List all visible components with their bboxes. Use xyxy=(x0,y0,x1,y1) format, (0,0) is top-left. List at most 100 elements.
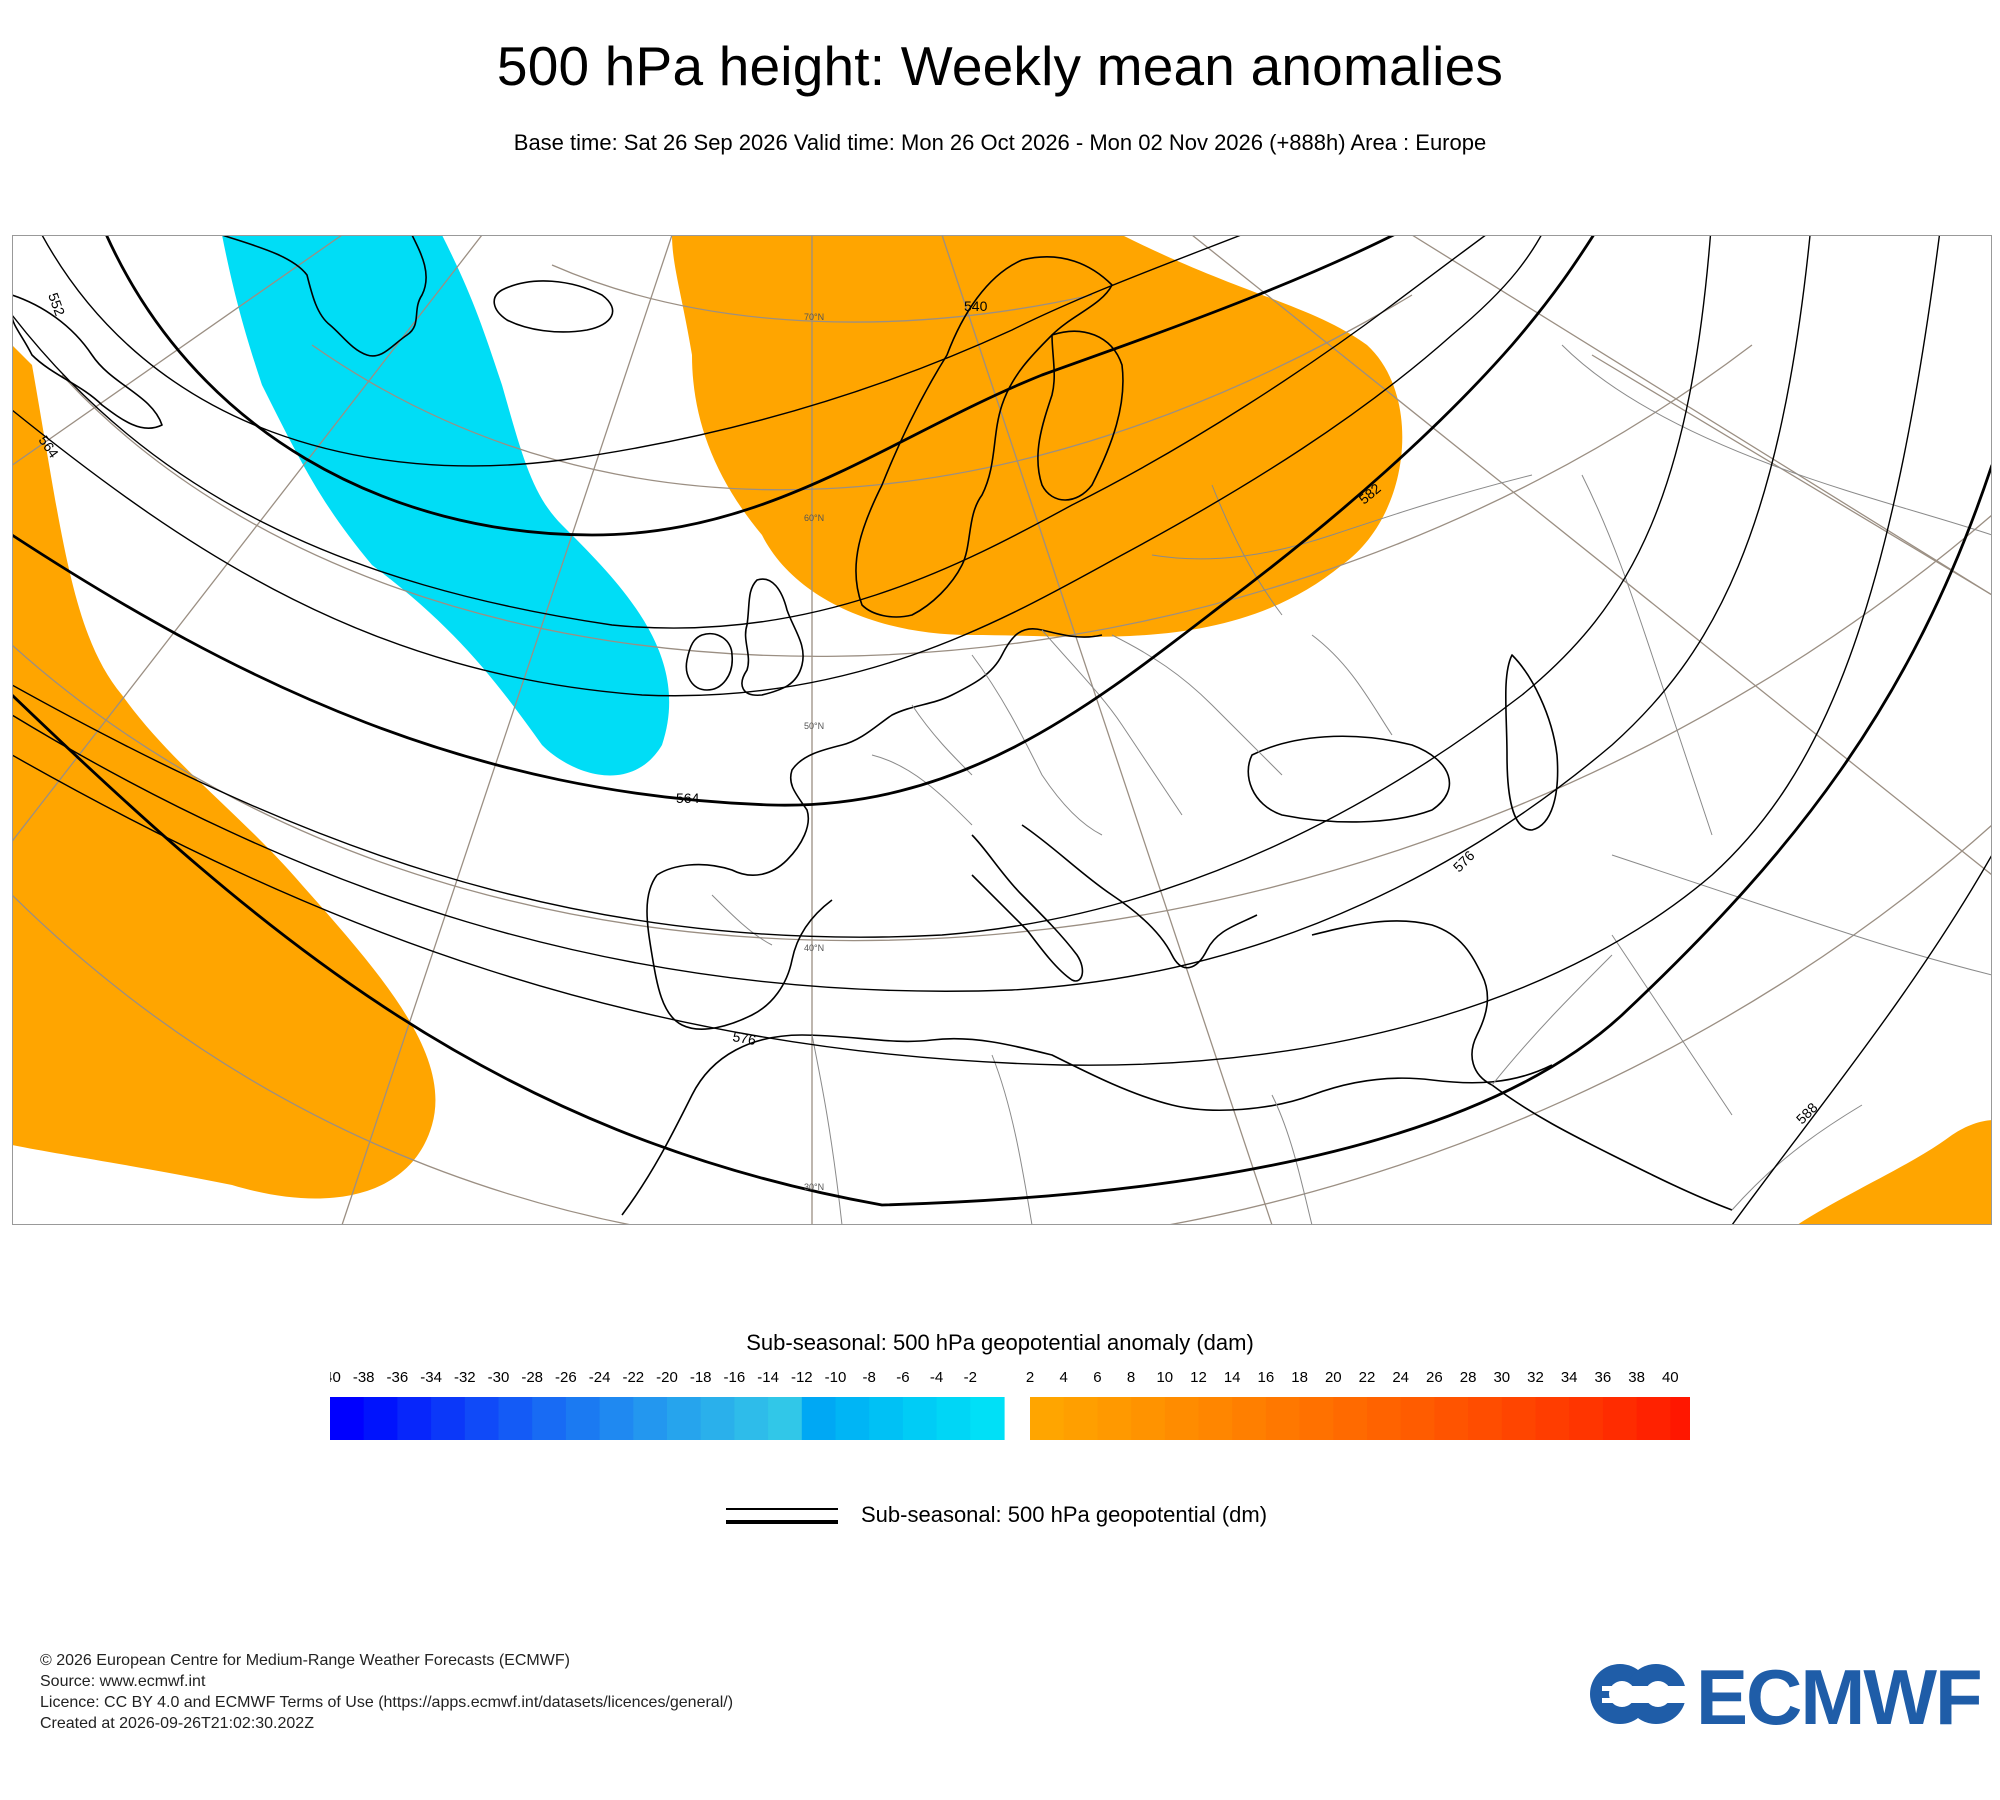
footer-licence: Licence: CC BY 4.0 and ECMWF Terms of Us… xyxy=(40,1694,734,1711)
latitude-label: 30°N xyxy=(804,1182,824,1192)
colorbar-swatch-negative xyxy=(633,1397,668,1440)
colorbar-swatch-negative xyxy=(667,1397,702,1440)
ecmwf-logo-icon xyxy=(1590,1664,1688,1724)
colorbar-swatch-positive xyxy=(1501,1397,1537,1440)
country-borders xyxy=(711,344,1992,1225)
colorbar-tick-label: -24 xyxy=(589,1369,611,1386)
continental-coast xyxy=(656,628,1103,876)
contour-line xyxy=(12,235,1941,1066)
contour-line xyxy=(12,235,1596,807)
ireland-coast xyxy=(685,633,733,691)
levant-coast xyxy=(1311,920,1493,1086)
north-africa-coast xyxy=(621,1034,1553,1216)
latitude-labels: 70°N 60°N 50°N 40°N 30°N xyxy=(804,312,824,1192)
colorbar-swatches xyxy=(330,1397,1690,1440)
colorbar-tick-label: 18 xyxy=(1291,1369,1308,1386)
colorbar-tick-label: 24 xyxy=(1392,1369,1409,1386)
iceland-coast xyxy=(493,280,614,333)
colorbar-tick-label: 32 xyxy=(1527,1369,1544,1386)
colorbar-tick-label: 4 xyxy=(1060,1369,1068,1386)
colorbar-swatch-negative xyxy=(768,1397,803,1440)
colorbar-tick-label: -22 xyxy=(622,1369,644,1386)
colorbar-swatch-negative xyxy=(431,1397,466,1440)
colorbar-swatch-negative xyxy=(330,1397,365,1440)
graticule xyxy=(12,235,1992,1225)
colorbar-tick-label: -16 xyxy=(724,1369,746,1386)
colorbar-tick-label: -4 xyxy=(930,1369,943,1386)
colorbar-swatch-positive xyxy=(1299,1397,1334,1440)
colorbar-tick-label: 34 xyxy=(1561,1369,1578,1386)
ecmwf-logo: ECMWF xyxy=(1588,1653,1983,1741)
colorbar-tick-label: -38 xyxy=(353,1369,375,1386)
colorbar-tick-label: 36 xyxy=(1595,1369,1612,1386)
map-frame xyxy=(12,235,1992,1225)
colorbar-tick-label: -40 xyxy=(330,1369,341,1386)
colorbar-swatch-positive xyxy=(1367,1397,1402,1440)
colorbar-swatch-positive xyxy=(1468,1397,1503,1440)
greenland-coast xyxy=(221,235,427,357)
colorbar-tick-label: -10 xyxy=(825,1369,847,1386)
scandinavia-coast xyxy=(855,256,1113,618)
colorbar-swatch-negative xyxy=(734,1397,769,1440)
contour-label: 540 xyxy=(964,298,988,314)
contour-line xyxy=(12,464,1992,1207)
contour-line xyxy=(1731,854,1992,1225)
colorbar-swatch-positive xyxy=(1097,1397,1132,1440)
positive-anomaly-scandinavia xyxy=(672,235,1403,637)
caspian-coast xyxy=(1504,654,1559,831)
colorbar-tick-label: 40 xyxy=(1662,1369,1679,1386)
colorbar-tick-label: 22 xyxy=(1359,1369,1376,1386)
italy-coast xyxy=(971,834,1084,982)
coastlines xyxy=(12,235,1733,1216)
latitude-label: 50°N xyxy=(804,721,824,731)
colorbar-tick-label: 16 xyxy=(1258,1369,1275,1386)
footer-source: Source: www.ecmwf.int xyxy=(40,1673,206,1690)
colorbar-swatch-negative xyxy=(936,1397,971,1440)
colorbar-tick-label: 14 xyxy=(1224,1369,1241,1386)
colorbar-tick-label: -32 xyxy=(454,1369,476,1386)
latitude-label: 70°N xyxy=(804,312,824,322)
colorbar-swatch-positive xyxy=(1400,1397,1435,1440)
colorbar-tick-label: 10 xyxy=(1156,1369,1173,1386)
contour-line xyxy=(12,235,1543,697)
page-subtitle: Base time: Sat 26 Sep 2026 Valid time: M… xyxy=(513,130,1487,155)
colorbar-tick-label: 8 xyxy=(1127,1369,1135,1386)
contour-line xyxy=(105,235,1397,537)
positive-anomaly-southeast xyxy=(1797,1120,1992,1225)
colorbar-swatch-negative xyxy=(970,1397,1005,1440)
footer: © 2026 European Centre for Medium-Range … xyxy=(40,1650,733,1734)
contour-line xyxy=(12,235,1811,992)
page-title: 500 hPa height: Weekly mean anomalies xyxy=(496,35,1504,97)
colorbar-swatch-positive xyxy=(1198,1397,1233,1440)
colorbar-tick-label: -6 xyxy=(896,1369,909,1386)
contour-line xyxy=(12,235,1712,938)
colorbar-tick-label: -36 xyxy=(387,1369,409,1386)
contour-legend: Sub-seasonal: 500 hPa geopotential (dm) xyxy=(726,1500,1326,1540)
black-sea-coast xyxy=(1247,735,1451,823)
contour-legend-lines xyxy=(726,1508,838,1524)
contour-label: 576 xyxy=(731,1028,757,1048)
colorbar-swatch-negative xyxy=(700,1397,735,1440)
colorbar-tick-label: 2 xyxy=(1026,1369,1034,1386)
colorbar-tick-label: -26 xyxy=(555,1369,577,1386)
colorbar-swatch-negative xyxy=(397,1397,432,1440)
colorbar-swatch-negative xyxy=(869,1397,904,1440)
colorbar-tick-label: -14 xyxy=(757,1369,779,1386)
colorbar-swatch-positive xyxy=(1030,1397,1065,1440)
colorbar-tick-label: -2 xyxy=(964,1369,977,1386)
colorbar-swatch-positive xyxy=(1164,1397,1200,1440)
latitude-label: 60°N xyxy=(804,513,824,523)
colorbar-swatch-positive xyxy=(1333,1397,1368,1440)
colorbar-swatch-negative xyxy=(599,1397,634,1440)
colorbar-title: Sub-seasonal: 500 hPa geopotential anoma… xyxy=(746,1330,1254,1355)
colorbar-swatch-negative xyxy=(565,1397,601,1440)
colorbar-tick-label: 20 xyxy=(1325,1369,1342,1386)
finland-coast xyxy=(1037,330,1124,501)
colorbar-swatch-negative xyxy=(835,1397,870,1440)
colorbar-swatch-positive xyxy=(1063,1397,1098,1440)
colorbar-swatch-positive xyxy=(1232,1397,1267,1440)
colorbar-tick-label: 6 xyxy=(1093,1369,1101,1386)
colorbar-swatch-positive xyxy=(1670,1397,1690,1440)
red-sea-coast xyxy=(1491,1084,1733,1211)
colorbar-swatch-positive xyxy=(1434,1397,1469,1440)
